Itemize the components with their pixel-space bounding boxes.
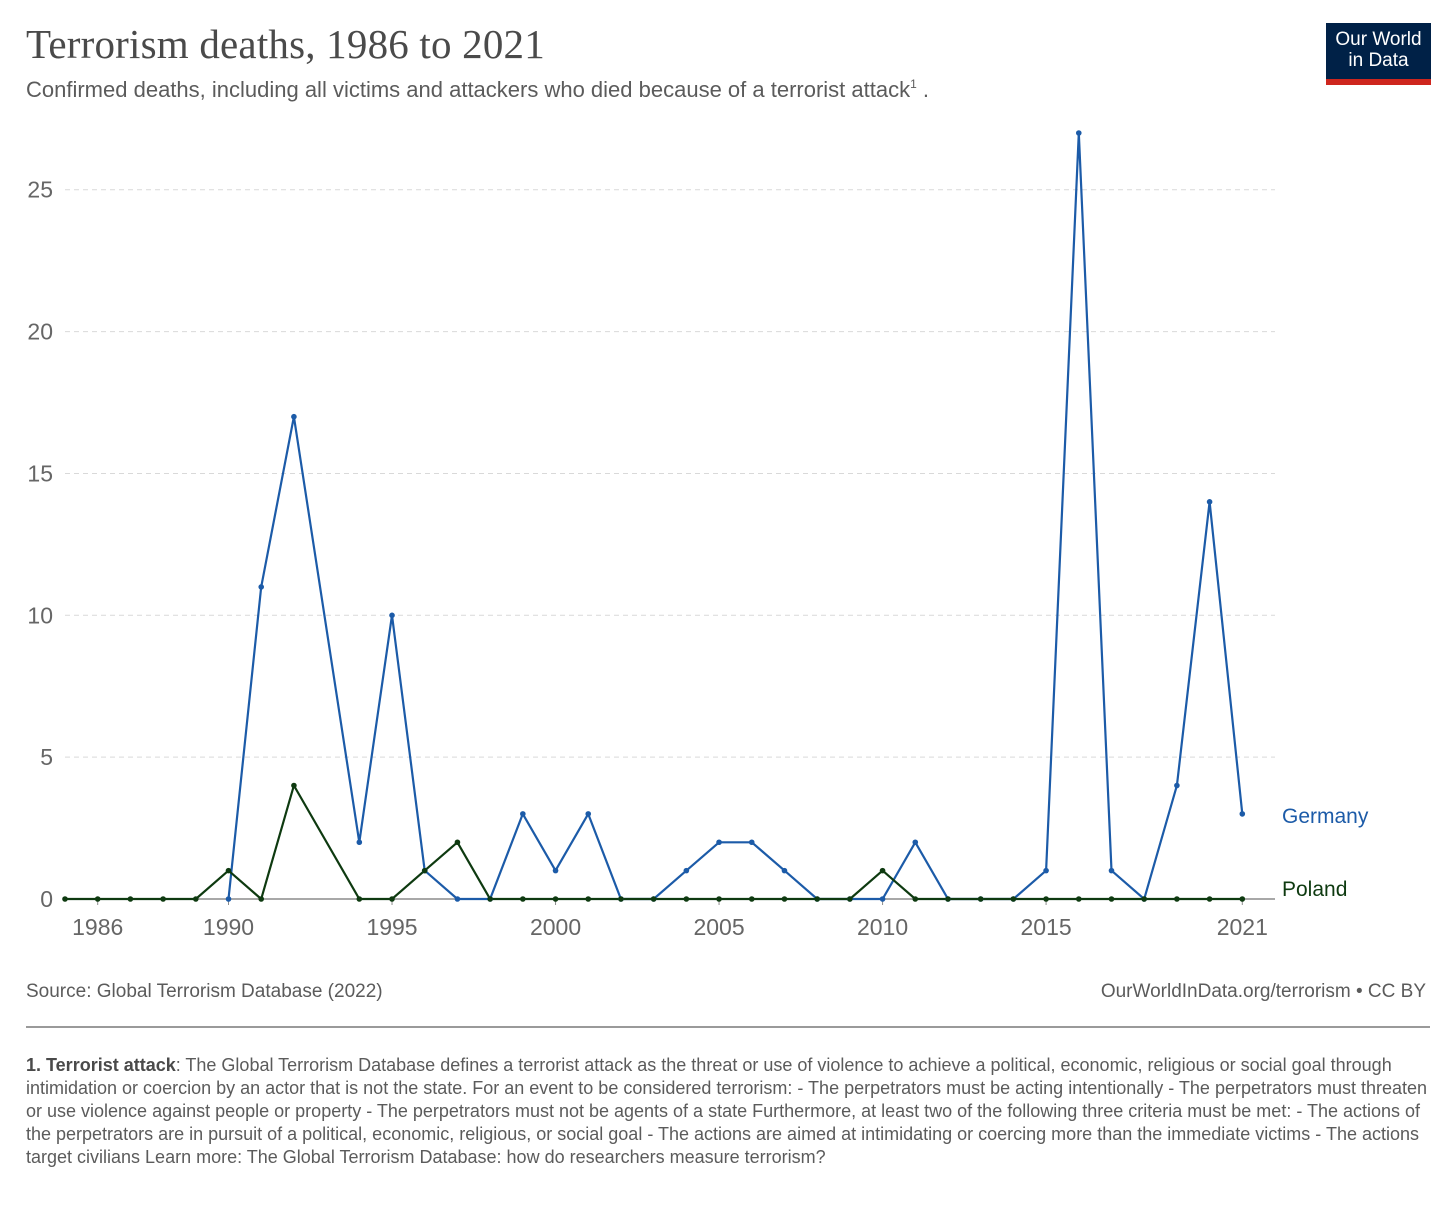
data-point-germany	[1043, 867, 1049, 874]
source-note: Source: Global Terrorism Database (2022)	[26, 981, 383, 1002]
data-point-germany	[454, 896, 461, 902]
data-point-germany	[225, 896, 232, 902]
data-point-poland	[1043, 896, 1049, 902]
x-tick-label: 1990	[203, 914, 254, 940]
data-point-poland	[1239, 896, 1246, 902]
x-tick-label: 2010	[857, 914, 908, 940]
x-tick-label: 1995	[366, 914, 417, 940]
data-point-poland	[847, 896, 853, 902]
data-point-germany	[1174, 782, 1180, 789]
subtitle-end: .	[916, 77, 930, 102]
series-label-poland: Poland	[1282, 878, 1347, 901]
data-point-poland	[421, 867, 428, 874]
data-point-poland	[1010, 896, 1017, 902]
data-point-poland	[1174, 896, 1180, 902]
data-point-poland	[1108, 896, 1115, 902]
logo-line2: in Data	[1348, 50, 1409, 71]
data-point-poland	[945, 896, 951, 902]
x-tick-label: 2005	[693, 914, 744, 940]
footnote-text: : The Global Terrorism Database defines …	[26, 1055, 1428, 1167]
data-point-poland	[781, 896, 788, 902]
y-tick-label: 0	[40, 886, 53, 912]
data-point-poland	[127, 896, 134, 902]
data-point-poland	[585, 896, 592, 902]
x-axis: 1986 1990 1995 2000 2005 2010 2015 2021	[65, 898, 1275, 940]
data-point-germany	[1108, 867, 1115, 874]
data-point-poland	[1206, 896, 1213, 902]
data-point-poland	[160, 896, 166, 902]
series-lines	[65, 131, 1244, 901]
data-point-germany	[520, 811, 526, 817]
data-point-germany	[552, 867, 559, 874]
data-point-germany	[1075, 130, 1082, 136]
x-tick-label: 2000	[530, 914, 581, 940]
data-point-germany	[1239, 811, 1246, 817]
chart-subtitle: Confirmed deaths, including all victims …	[26, 77, 929, 103]
data-point-poland	[879, 867, 886, 874]
y-tick-label: 20	[27, 319, 53, 345]
series-line-germany	[227, 131, 1244, 901]
data-point-poland	[356, 896, 363, 902]
data-point-poland	[389, 896, 395, 902]
footnote: 1. Terrorist attack: The Global Terroris…	[26, 1054, 1430, 1169]
data-point-germany	[585, 811, 592, 817]
data-point-poland	[1075, 896, 1082, 902]
logo-line1: Our World	[1335, 29, 1422, 50]
data-point-poland	[487, 896, 493, 902]
y-tick-label: 10	[27, 602, 53, 628]
data-point-germany	[1206, 499, 1213, 505]
credit-link[interactable]: OurWorldInData.org/terrorism • CC BY	[1100, 981, 1426, 1002]
data-point-poland	[454, 839, 461, 846]
data-point-germany	[912, 839, 919, 846]
data-point-poland	[814, 896, 820, 902]
data-point-poland	[650, 896, 657, 902]
series-label-germany: Germany	[1282, 805, 1369, 828]
x-tick-label: 2021	[1217, 914, 1268, 940]
data-point-poland	[912, 896, 919, 902]
x-tick-label: 2015	[1020, 914, 1071, 940]
y-tick-label: 5	[40, 744, 53, 770]
data-point-poland	[94, 896, 101, 902]
data-point-poland	[225, 867, 232, 874]
series-labels: Germany Poland	[1282, 805, 1369, 901]
data-point-germany	[683, 867, 690, 874]
data-point-poland	[62, 896, 68, 902]
gridlines	[65, 189, 1275, 758]
data-point-poland	[552, 896, 559, 902]
y-tick-label: 15	[27, 460, 53, 486]
data-point-poland	[977, 896, 984, 902]
data-point-poland	[618, 896, 624, 902]
data-point-germany	[716, 839, 722, 846]
series-line-poland	[65, 784, 1243, 901]
footer-divider	[26, 1026, 1430, 1028]
y-tick-label: 25	[27, 177, 53, 203]
owid-logo[interactable]: Our World in Data	[1326, 23, 1431, 85]
logo-accent-bar	[1326, 79, 1431, 85]
data-point-germany	[748, 839, 755, 846]
data-point-germany	[389, 612, 395, 619]
x-tick-label: 1986	[72, 914, 123, 940]
data-point-germany	[291, 413, 297, 420]
data-point-germany	[879, 896, 886, 902]
data-point-poland	[258, 896, 265, 902]
data-point-germany	[356, 839, 363, 846]
data-point-poland	[193, 896, 199, 902]
data-point-poland	[716, 896, 722, 902]
footnote-ref[interactable]: 1	[910, 77, 917, 91]
y-axis-ticks: 0 5 10 15 20 25	[27, 177, 53, 912]
series-points	[62, 130, 1246, 902]
chart-title: Terrorism deaths, 1986 to 2021	[26, 21, 545, 67]
footnote-label: 1. Terrorist attack	[26, 1055, 176, 1075]
data-point-poland	[291, 782, 297, 789]
data-point-germany	[258, 584, 265, 590]
data-point-poland	[748, 896, 755, 902]
subtitle-text: Confirmed deaths, including all victims …	[26, 77, 911, 102]
line-chart: 0 5 10 15 20 25 1986 1990 1995 2000 2005 2010 2015 2…	[27, 130, 1369, 940]
data-point-germany	[781, 867, 788, 874]
data-point-poland	[520, 896, 526, 902]
data-point-poland	[1141, 896, 1147, 902]
data-point-poland	[683, 896, 690, 902]
